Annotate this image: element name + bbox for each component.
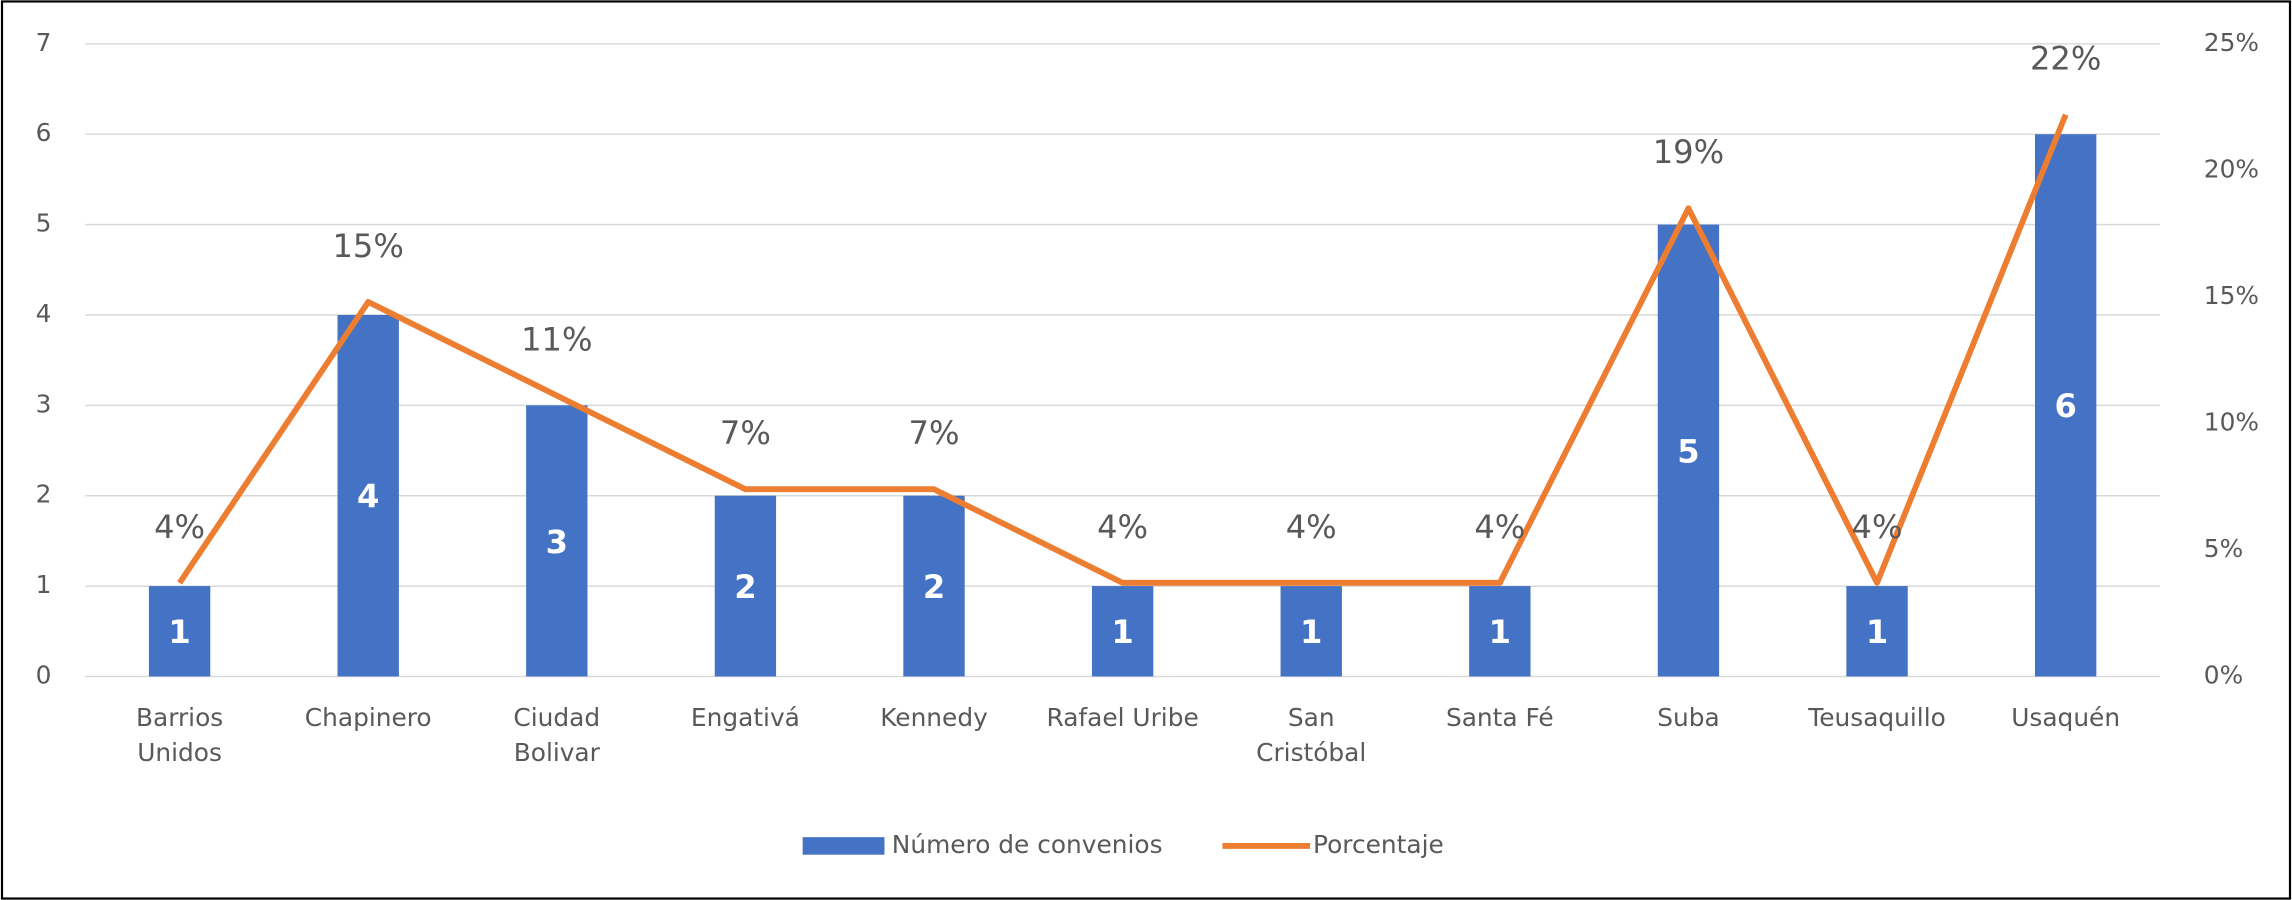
bar	[526, 405, 588, 677]
x-tick-line: Barrios	[136, 703, 223, 732]
y-tick-label: 0	[36, 660, 52, 689]
x-tick-label: Santa Fé	[1446, 703, 1554, 732]
x-tick-line: Teusaquillo	[1807, 703, 1946, 732]
bar	[714, 495, 777, 677]
legend-swatch	[802, 837, 885, 855]
x-tick-line: Santa Fé	[1446, 703, 1554, 732]
bar-label: 6	[2054, 387, 2076, 425]
x-tick-line: Suba	[1657, 703, 1719, 732]
line-label: 11%	[521, 321, 592, 359]
line-label: 4%	[1286, 508, 1337, 546]
x-tick-line: San	[1288, 703, 1335, 732]
bar-label: 3	[546, 523, 568, 561]
y2-tick-label: 20%	[2204, 154, 2259, 183]
line	[177, 113, 2069, 586]
bar-label: 1	[1300, 613, 1322, 651]
x-tick-label: Barrios Unidos	[136, 703, 223, 767]
x-tick-label: Teusaquillo	[1807, 703, 1946, 732]
x-tick-label: Suba	[1657, 703, 1719, 732]
line-label: 22%	[2030, 40, 2101, 78]
bar-label: 1	[1489, 613, 1511, 651]
x-tick-label: Ciudad Bolivar	[513, 703, 600, 767]
x-tick-line: Usaquén	[2011, 703, 2120, 732]
bar-label: 2	[734, 568, 756, 606]
legend-label: Número de convenios	[892, 830, 1163, 859]
x-tick-line: Cristóbal	[1256, 738, 1366, 767]
bar-label: 1	[168, 613, 190, 651]
x-tick-line: Engativá	[691, 703, 800, 732]
line-label: 4%	[154, 508, 205, 546]
y2-tick-label: 25%	[2204, 28, 2259, 57]
bar-label: 4	[357, 478, 379, 516]
x-tick-line: Bolivar	[514, 738, 601, 767]
bar	[1280, 586, 1342, 677]
x-tick-line: Unidos	[137, 738, 222, 767]
x-tick-label: Kennedy	[880, 703, 988, 732]
x-tick-label: San Cristóbal	[1256, 703, 1366, 767]
bar	[1846, 586, 1908, 677]
x-tick-line: Rafael Uribe	[1046, 703, 1198, 732]
x-tick-line: Chapinero	[305, 703, 432, 732]
bar	[2034, 134, 2097, 677]
bar-label: 2	[923, 568, 945, 606]
bar	[337, 314, 399, 677]
y-tick-label: 7	[36, 28, 52, 57]
y-tick-label: 5	[36, 209, 52, 238]
line-label: 4%	[1097, 508, 1148, 546]
line-label: 4%	[1852, 508, 1903, 546]
line-label: 7%	[909, 414, 960, 452]
bar	[903, 495, 965, 677]
bar-label: 5	[1677, 432, 1699, 470]
y-tick-label: 2	[36, 480, 52, 509]
line-label: 4%	[1474, 508, 1525, 546]
legend-label: Porcentaje	[1313, 830, 1444, 859]
bar-label: 1	[1866, 613, 1888, 651]
y-tick-label: 6	[36, 118, 52, 147]
bar	[1469, 586, 1531, 677]
line-label: 19%	[1653, 133, 1724, 171]
x-tick-label: Chapinero	[305, 703, 432, 732]
y-tick-label: 4	[36, 299, 52, 328]
line-label: 15%	[332, 227, 403, 265]
y-tick-label: 1	[36, 570, 52, 599]
bar-label: 1	[1111, 613, 1133, 651]
y2-tick-label: 10%	[2204, 407, 2259, 436]
y-tick-label: 3	[36, 389, 52, 418]
bar	[148, 586, 211, 677]
x-tick-label: Usaquén	[2011, 703, 2120, 732]
y2-tick-label: 5%	[2204, 534, 2243, 563]
y2-tick-label: 15%	[2204, 281, 2259, 310]
x-tick-line: Ciudad	[513, 703, 600, 732]
x-tick-label: Rafael Uribe	[1046, 703, 1198, 732]
y2-tick-label: 0%	[2204, 660, 2243, 689]
x-tick-line: Kennedy	[880, 703, 988, 732]
bar	[1091, 586, 1154, 677]
bar	[1657, 224, 1720, 677]
x-tick-label: Engativá	[691, 703, 800, 732]
line-label: 7%	[720, 414, 771, 452]
